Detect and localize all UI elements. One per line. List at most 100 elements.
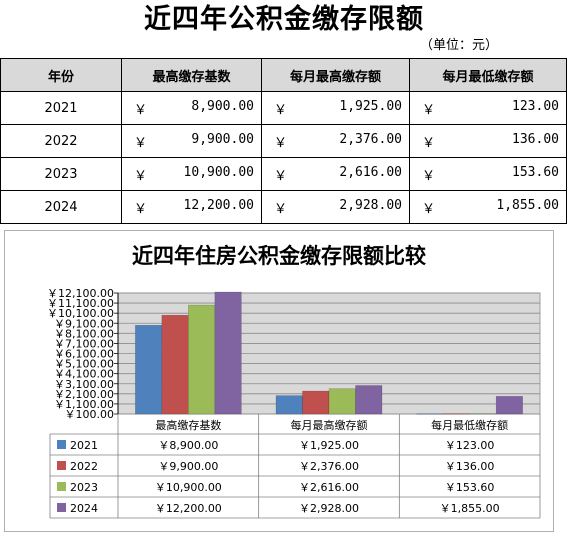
legend-label: 2024 (70, 502, 98, 515)
max-cell: ￥ 2,928.00 (261, 190, 410, 224)
y-tick-label: ￥2,100.00 (54, 388, 114, 401)
y-tick-label: ￥100.00 (65, 408, 115, 421)
header-min: 每月最低缴存额 (409, 58, 567, 92)
amount: 10,900.00 (183, 164, 254, 180)
bar-2021-1 (275, 395, 303, 415)
data-label: ￥1,855.00 (440, 502, 500, 515)
data-label: ￥123.00 (445, 439, 495, 452)
comparison-chart: 近四年住房公积金缴存限额比较 ￥100.00 ￥1,100.00 ￥2,100.00 ￥… (4, 230, 554, 532)
currency-symbol: ￥ (274, 201, 288, 217)
money-value: ￥ 2,928.00 (262, 198, 409, 217)
chart-title: 近四年住房公积金缴存限额比较 (132, 243, 426, 268)
y-tick-label: ￥1,100.00 (54, 398, 114, 411)
y-tick-label: ￥10,100.00 (47, 307, 114, 320)
header-base: 最高缴存基数 (121, 58, 262, 92)
max-cell: ￥ 2,376.00 (261, 124, 410, 158)
min-cell: ￥ 136.00 (409, 124, 567, 158)
legend-label: 2022 (70, 460, 98, 473)
amount: 153.60 (512, 164, 559, 180)
bar-2023-0 (188, 304, 216, 415)
currency-symbol: ￥ (274, 135, 288, 151)
bar-2024-0 (214, 291, 242, 415)
bar-2023-2 (469, 413, 497, 415)
page-title: 近四年公积金缴存限额 (144, 4, 424, 35)
money-value: ￥ 2,616.00 (262, 165, 409, 184)
data-label: ￥10,900.00 (155, 481, 222, 494)
money-value: ￥ 10,900.00 (122, 165, 261, 184)
min-cell: ￥ 123.00 (409, 91, 567, 125)
y-tick-label: ￥9,100.00 (54, 317, 114, 330)
base-cell: ￥ 10,900.00 (121, 157, 262, 191)
year-cell: 2022 (0, 124, 122, 158)
bar-2022-2 (442, 413, 470, 415)
unit-note: （单位：元） (420, 38, 499, 53)
max-cell: ￥ 2,616.00 (261, 157, 410, 191)
year-cell: 2024 (0, 190, 122, 224)
base-cell: ￥ 8,900.00 (121, 91, 262, 125)
y-tick-label: ￥4,100.00 (54, 368, 114, 381)
data-label: ￥2,928.00 (299, 502, 359, 515)
amount: 1,855.00 (496, 197, 559, 213)
bar-2022-0 (161, 314, 189, 415)
data-label: ￥9,900.00 (158, 460, 218, 473)
currency-symbol: ￥ (422, 201, 436, 217)
y-tick-label: ￥5,100.00 (54, 358, 114, 371)
table-header-row: 年份 最高缴存基数 每月最高缴存额 每月最低缴存额 (0, 58, 567, 92)
data-label: ￥2,376.00 (299, 460, 359, 473)
y-tick-label: ￥12,100.00 (47, 287, 114, 300)
bar-2024-1 (355, 385, 383, 415)
header-year: 年份 (0, 58, 122, 92)
bar-2021-0 (135, 325, 163, 415)
money-value: ￥ 123.00 (410, 99, 566, 118)
y-tick-label: ￥3,100.00 (54, 378, 114, 391)
currency-symbol: ￥ (134, 201, 148, 217)
y-tick-label: ￥7,100.00 (54, 337, 114, 350)
amount: 2,376.00 (339, 131, 402, 147)
data-label: ￥12,200.00 (155, 502, 222, 515)
min-cell: ￥ 153.60 (409, 157, 567, 191)
amount: 123.00 (512, 98, 559, 114)
money-value: ￥ 1,925.00 (262, 99, 409, 118)
limits-table: 年份 最高缴存基数 每月最高缴存额 每月最低缴存额 2021 ￥ 8,900.00 ￥… (0, 58, 567, 224)
table-row: 2023 ￥ 10,900.00 ￥ 2,616.00 ￥ 153.60 (0, 157, 567, 191)
currency-symbol: ￥ (422, 135, 436, 151)
bar-2024-2 (495, 396, 523, 415)
data-label: ￥153.60 (445, 481, 495, 494)
currency-symbol: ￥ (134, 168, 148, 184)
amount: 9,900.00 (191, 131, 254, 147)
amount: 12,200.00 (183, 197, 254, 213)
data-label: ￥2,616.00 (299, 481, 359, 494)
currency-symbol: ￥ (274, 168, 288, 184)
max-cell: ￥ 1,925.00 (261, 91, 410, 125)
year-cell: 2021 (0, 91, 122, 125)
money-value: ￥ 1,855.00 (410, 198, 566, 217)
category-label: 每月最高缴存额 (291, 418, 368, 432)
table-row: 2024 ￥ 12,200.00 ￥ 2,928.00 ￥ 1,855.00 (0, 190, 567, 224)
table-row: 2021 ￥ 8,900.00 ￥ 1,925.00 ￥ 123.00 (0, 91, 567, 125)
y-tick-label: ￥8,100.00 (54, 327, 114, 340)
legend-key-2024 (57, 503, 66, 512)
money-value: ￥ 9,900.00 (122, 132, 261, 151)
bar-2022-1 (302, 390, 330, 415)
header-max: 每月最高缴存额 (261, 58, 410, 92)
money-value: ￥ 8,900.00 (122, 99, 261, 118)
money-value: ￥ 2,376.00 (262, 132, 409, 151)
chart-svg: 近四年住房公积金缴存限额比较￥100.00￥1,100.00￥2,100.00￥… (47, 243, 541, 519)
legend-key-2023 (57, 482, 66, 491)
currency-symbol: ￥ (274, 102, 288, 118)
min-cell: ￥ 1,855.00 (409, 190, 567, 224)
currency-symbol: ￥ (422, 168, 436, 184)
table-row: 2022 ￥ 9,900.00 ￥ 2,376.00 ￥ 136.00 (0, 124, 567, 158)
category-label: 每月最低缴存额 (431, 418, 508, 432)
legend-label: 2021 (70, 439, 98, 452)
bar-2023-1 (328, 388, 356, 415)
currency-symbol: ￥ (422, 102, 436, 118)
money-value: ￥ 12,200.00 (122, 198, 261, 217)
base-cell: ￥ 12,200.00 (121, 190, 262, 224)
currency-symbol: ￥ (134, 135, 148, 151)
legend-key-2021 (57, 440, 66, 449)
amount: 136.00 (512, 131, 559, 147)
legend-key-2022 (57, 461, 66, 470)
data-label: ￥1,925.00 (299, 439, 359, 452)
category-label: 最高缴存基数 (155, 418, 221, 432)
